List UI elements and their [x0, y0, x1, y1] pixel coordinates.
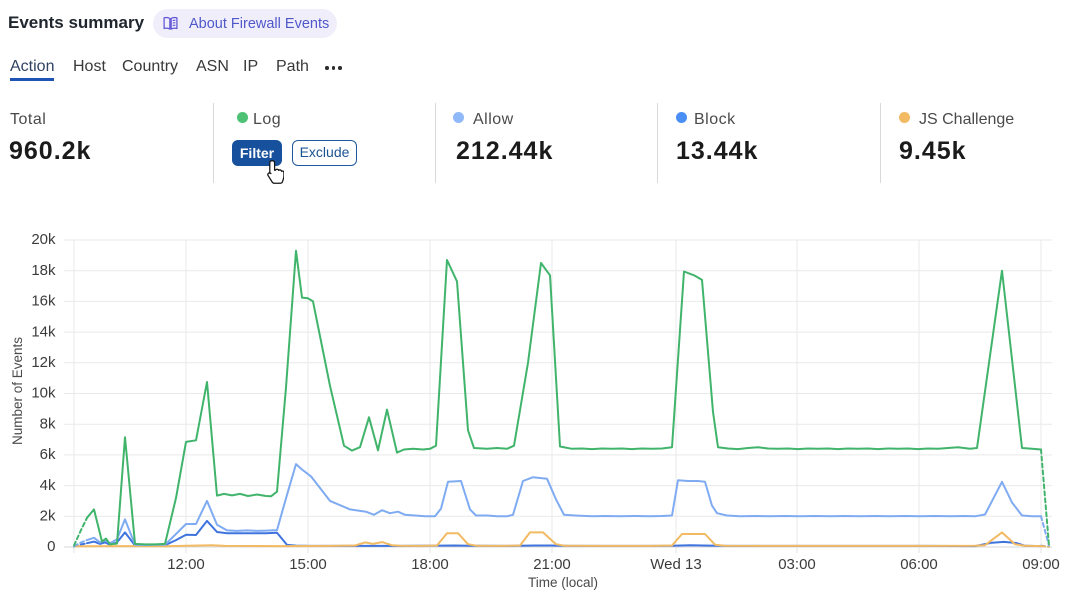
svg-text:12:00: 12:00 [167, 556, 205, 573]
svg-text:18:00: 18:00 [411, 556, 449, 573]
svg-text:06:00: 06:00 [900, 556, 938, 573]
svg-text:Wed 13: Wed 13 [650, 556, 701, 573]
svg-text:18k: 18k [31, 262, 56, 279]
svg-text:Time (local): Time (local) [528, 575, 598, 590]
svg-text:12k: 12k [31, 354, 56, 371]
svg-text:20k: 20k [31, 231, 56, 248]
svg-text:6k: 6k [40, 446, 56, 463]
svg-text:03:00: 03:00 [778, 556, 816, 573]
svg-text:8k: 8k [40, 415, 56, 432]
svg-text:14k: 14k [31, 323, 56, 340]
svg-text:09:00: 09:00 [1022, 556, 1060, 573]
svg-text:4k: 4k [40, 477, 56, 494]
svg-text:21:00: 21:00 [533, 556, 571, 573]
svg-text:2k: 2k [40, 508, 56, 525]
svg-text:Number of Events: Number of Events [10, 337, 25, 445]
svg-text:10k: 10k [31, 385, 56, 402]
svg-text:15:00: 15:00 [289, 556, 327, 573]
svg-text:0: 0 [47, 538, 55, 555]
svg-text:16k: 16k [31, 293, 56, 310]
